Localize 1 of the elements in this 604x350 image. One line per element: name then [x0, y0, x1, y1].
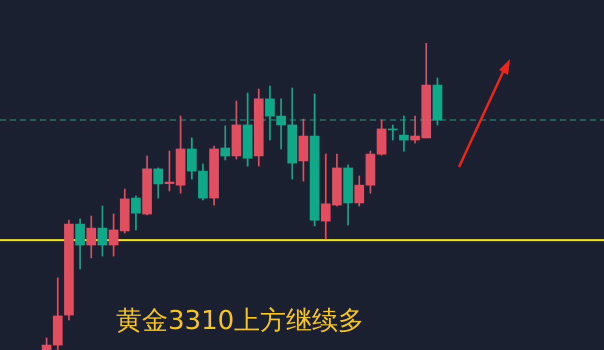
annotation: 黄金3310上方继续多 [116, 305, 364, 338]
